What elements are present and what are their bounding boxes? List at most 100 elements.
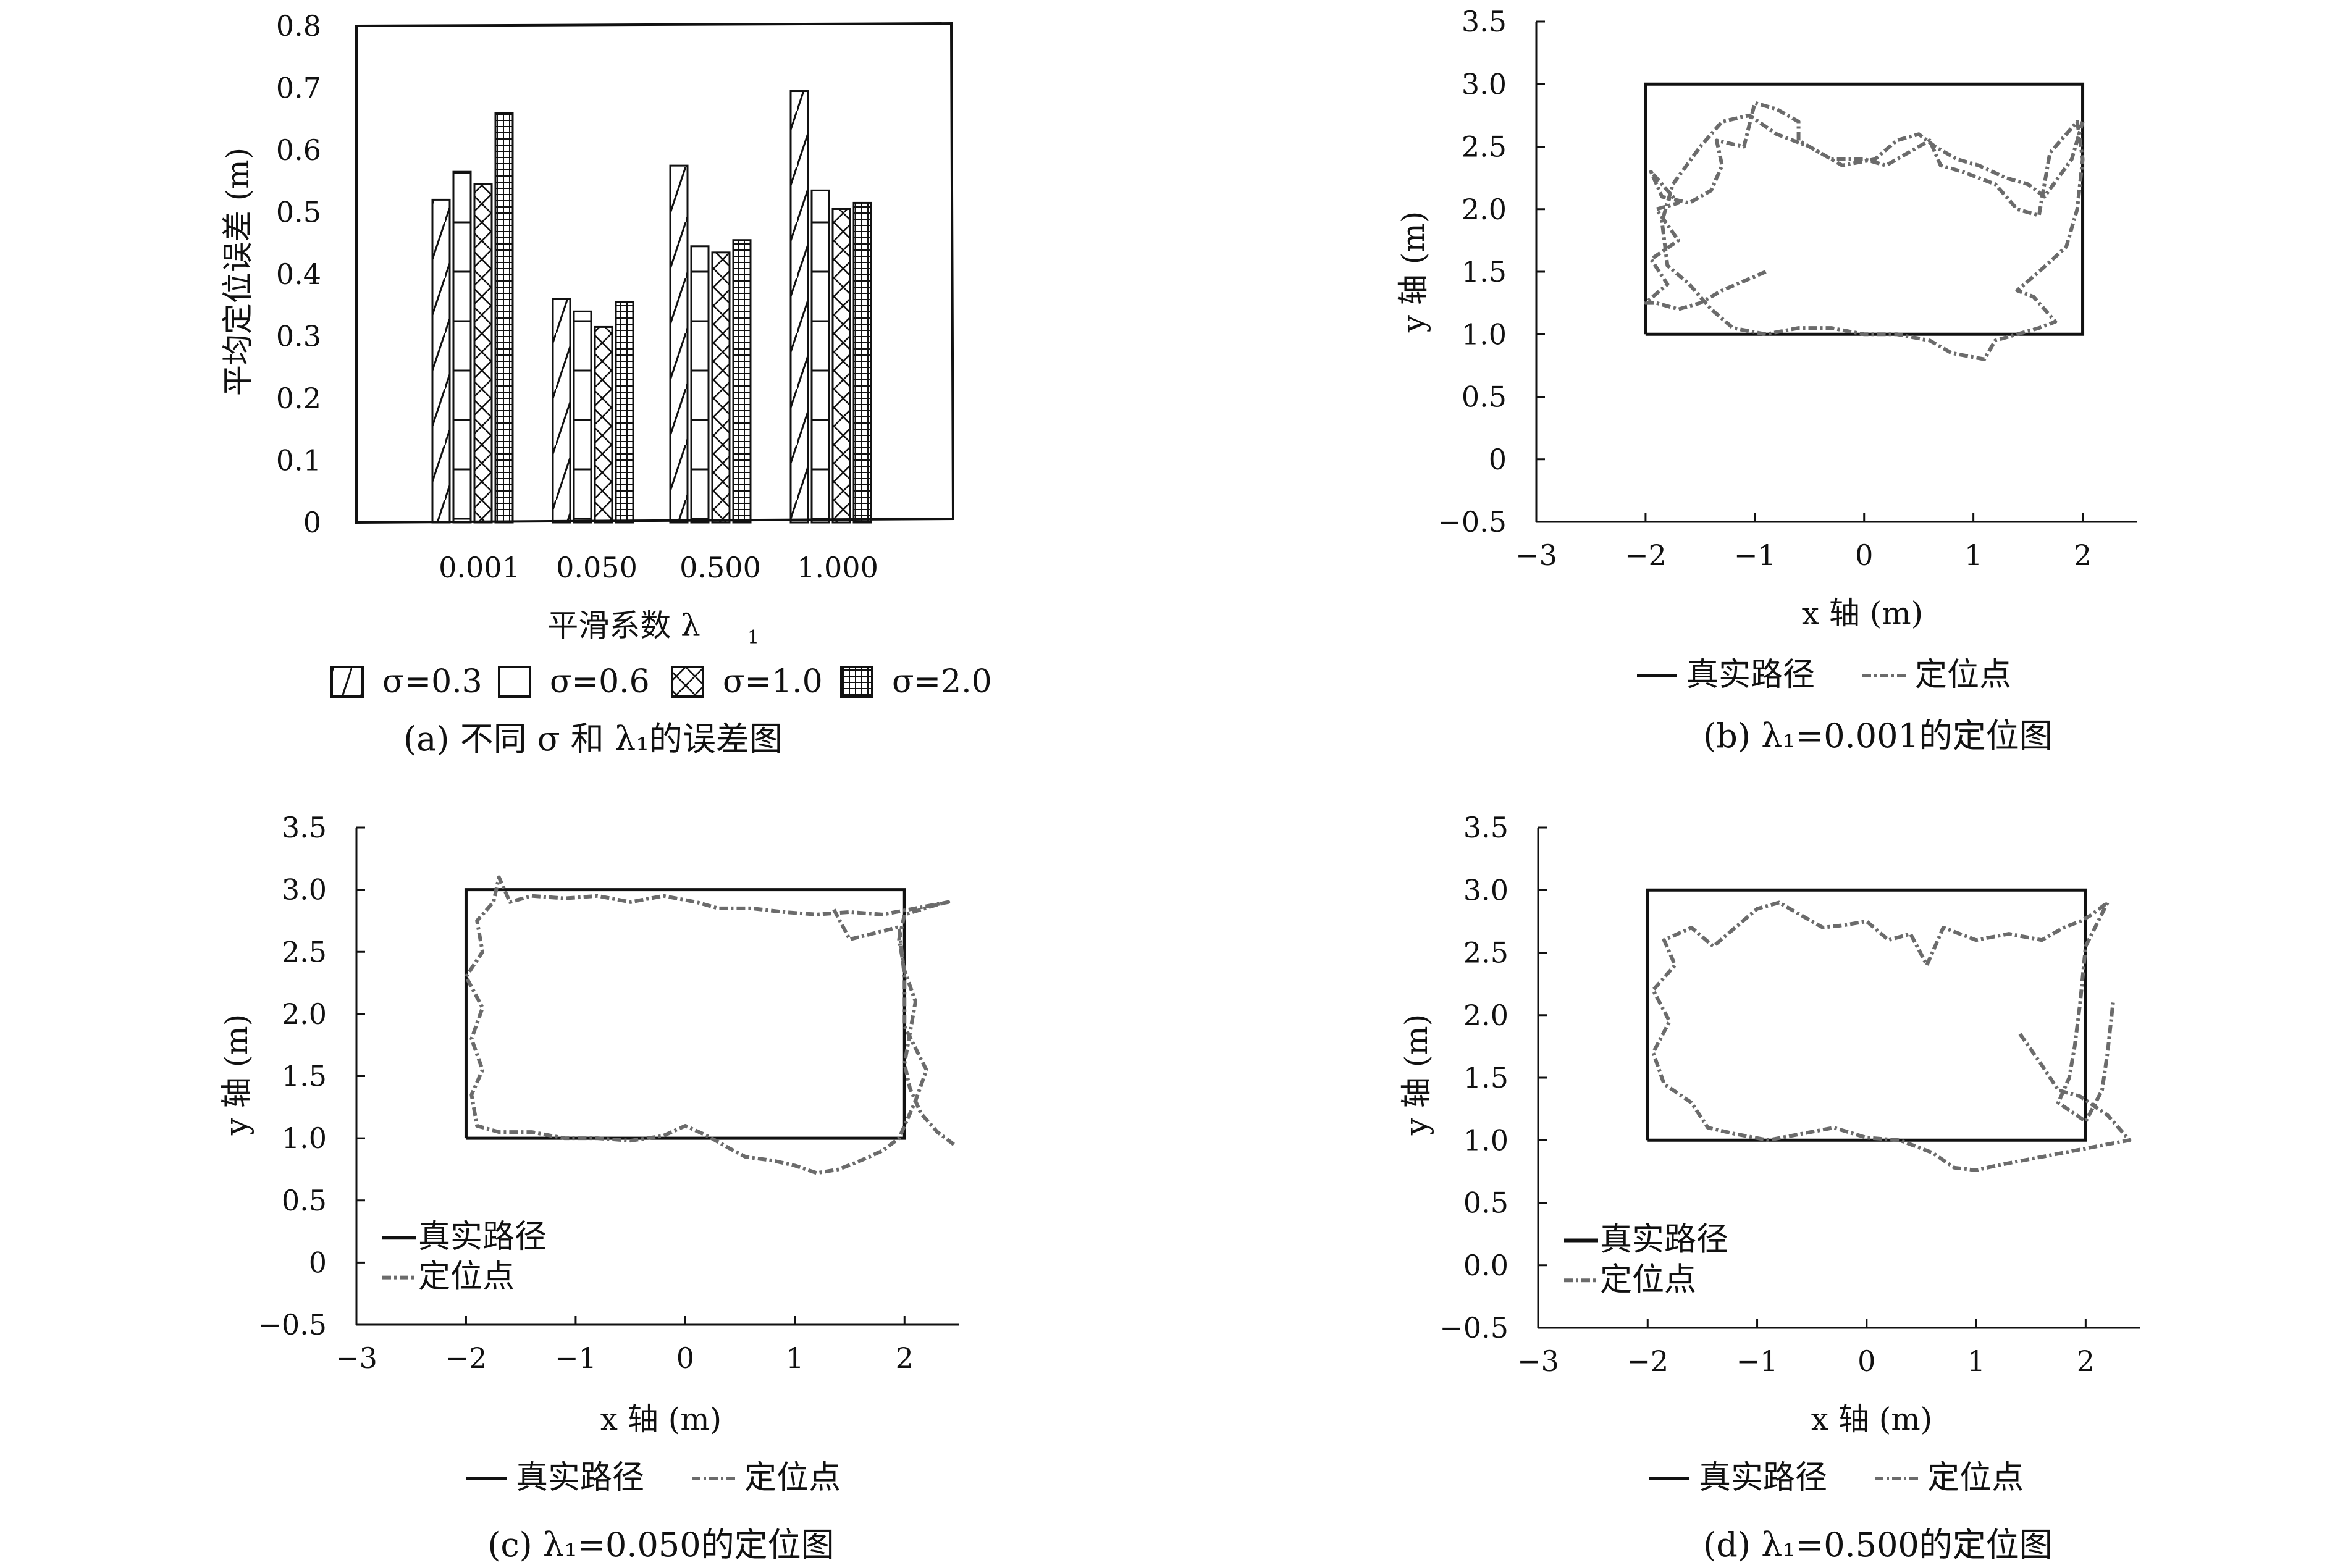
legend-label: 定位点 <box>1600 1261 1696 1298</box>
bar-1-1.000 <box>789 90 809 524</box>
x-tick-label: 2 <box>896 1341 914 1375</box>
legend-label: 定位点 <box>418 1259 515 1296</box>
caption: (d) λ₁=0.500的定位图 <box>1703 1525 2053 1564</box>
y-tick-label: 0.0 <box>1463 1249 1508 1282</box>
y-tick-label: 3.5 <box>1463 811 1508 844</box>
legend-swatch <box>840 666 873 698</box>
y-tick-label: 0.1 <box>276 444 321 477</box>
bar-3-0.500 <box>711 251 731 524</box>
trajectory-plot-c: −0.5 0 0.5 1.0 1.5 2.0 2.5 3.0 3.5 −3 −2 −1 0 1 2 y 轴 (… <box>219 811 959 1564</box>
legend-label: 真实路径 <box>516 1459 644 1496</box>
legend-label: 真实路径 <box>418 1218 547 1256</box>
bar-3-0.050 <box>594 325 613 524</box>
x-axis-label: x 轴 (m) <box>600 1401 722 1437</box>
bar-chart-panel: 0 0.1 0.2 0.3 0.4 0.5 0.6 0.7 0.8 0.001 0.050 0.50… <box>220 9 992 758</box>
x-tick-label: 0.001 <box>439 551 520 584</box>
legend-label: σ=2.0 <box>892 663 992 700</box>
bar-legend: σ=0.3 σ=0.6 σ=1.0 σ=2.0 <box>330 663 992 700</box>
y-tick-label: 0.5 <box>282 1184 327 1217</box>
y-tick-label: 1.5 <box>1463 1061 1508 1094</box>
x-tick-label: 1 <box>1964 539 1982 572</box>
x-tick-label: −2 <box>1626 1344 1668 1378</box>
y-tick-label: 2.0 <box>1462 193 1507 226</box>
y-tick-label: 1.5 <box>1462 255 1507 288</box>
bar-2-0.050 <box>573 310 592 524</box>
bar-2-1.000 <box>810 189 830 524</box>
bar-1-0.500 <box>669 164 689 524</box>
y-axis-label: y 轴 (m) <box>1395 211 1431 333</box>
y-tick-label: 3.0 <box>1462 67 1507 101</box>
y-tick-label: 0 <box>309 1246 327 1279</box>
y-axis-label: y 轴 (m) <box>219 1014 255 1136</box>
x-tick-label: 2 <box>2074 539 2092 572</box>
y-tick-label: 2.5 <box>282 935 327 968</box>
y-tick-label: 0.5 <box>1462 380 1507 414</box>
legend-label: 定位点 <box>1927 1459 2024 1496</box>
legend-label: 真实路径 <box>1600 1221 1728 1258</box>
x-tick-label: −2 <box>1625 539 1667 572</box>
x-axis-label: 平滑系数 λ <box>547 608 700 644</box>
y-axis-label: y 轴 (m) <box>1399 1014 1434 1136</box>
bar-2-0.001 <box>452 170 472 524</box>
y-tick-label: 0.2 <box>276 382 321 415</box>
legend-label: σ=0.6 <box>550 663 650 700</box>
x-tick-label: 1.000 <box>797 551 878 584</box>
y-tick-label: 0.6 <box>276 133 321 167</box>
estimated-path-line <box>464 875 955 1175</box>
y-tick-label: 3.5 <box>282 811 327 844</box>
bar-2-0.500 <box>690 245 710 524</box>
x-tick-label: 1 <box>786 1341 804 1375</box>
true-path-line <box>1646 888 2087 1142</box>
y-axis-label: 平均定位误差 (m) <box>220 148 256 396</box>
y-tick-label: 0 <box>303 506 321 539</box>
true-path-line <box>464 888 906 1140</box>
x-tick-label: −3 <box>335 1341 377 1375</box>
y-tick-label: 1.5 <box>282 1060 327 1093</box>
legend-label: 真实路径 <box>1699 1459 1827 1496</box>
legend-swatch <box>498 666 531 698</box>
bar-4-1.000 <box>852 201 872 524</box>
trajectory-plot-d: −0.5 0.0 0.5 1.0 1.5 2.0 2.5 3.0 3.5 −3 −2 −1 0 1 2 y 轴… <box>1399 811 2140 1564</box>
y-tick-label: −0.5 <box>1437 505 1507 539</box>
y-tick-label: 2.5 <box>1463 936 1508 970</box>
y-tick-labels: 0 0.1 0.2 0.3 0.4 0.5 0.6 0.7 0.8 <box>276 9 321 539</box>
estimated-path-line <box>1643 101 2085 361</box>
legend-label: 定位点 <box>1915 656 2011 694</box>
estimated-path-line <box>1651 900 2132 1172</box>
bar-4-0.500 <box>732 239 752 524</box>
legend-label: σ=0.3 <box>382 663 482 700</box>
x-tick-label: 0.050 <box>556 551 637 584</box>
y-tick-label: 0.3 <box>276 320 321 353</box>
x-tick-label: −1 <box>1736 1344 1778 1378</box>
x-axis-label: x 轴 (m) <box>1811 1401 1932 1437</box>
x-tick-label: 1 <box>1967 1344 1985 1378</box>
x-axis-label: x 轴 (m) <box>1802 595 1923 631</box>
y-tick-label: −0.5 <box>258 1308 327 1341</box>
bar-3-0.001 <box>473 183 493 524</box>
y-tick-label: 0.5 <box>276 196 321 229</box>
y-tick-label: 1.0 <box>1463 1123 1508 1157</box>
x-tick-label: 0 <box>1857 1344 1875 1378</box>
y-tick-label: 3.5 <box>1462 5 1507 38</box>
legend-label: 定位点 <box>744 1459 841 1496</box>
legend-label: σ=1.0 <box>723 663 823 700</box>
x-tick-label: 2 <box>2077 1344 2095 1378</box>
y-tick-label: 3.0 <box>1463 873 1508 907</box>
x-tick-label: 0 <box>1855 539 1873 572</box>
x-tick-label: 0 <box>676 1341 694 1375</box>
legend-swatch <box>330 666 364 698</box>
bar-4-0.050 <box>615 301 634 524</box>
bar-group <box>431 90 872 524</box>
y-tick-label: 2.0 <box>282 997 327 1031</box>
y-tick-label: 0 <box>1489 443 1507 476</box>
x-tick-label: −1 <box>1734 539 1776 572</box>
y-tick-label: 2.0 <box>1463 999 1508 1032</box>
caption: (a) 不同 σ 和 λ₁的误差图 <box>403 719 783 758</box>
y-tick-label: 0.8 <box>276 9 321 43</box>
y-tick-label: 0.4 <box>276 258 321 291</box>
y-tick-label: 1.0 <box>1462 317 1507 351</box>
x-axis-label-subscript: 1 <box>747 627 759 648</box>
y-tick-label: 0.5 <box>1463 1186 1508 1220</box>
y-tick-label: −0.5 <box>1439 1311 1508 1344</box>
